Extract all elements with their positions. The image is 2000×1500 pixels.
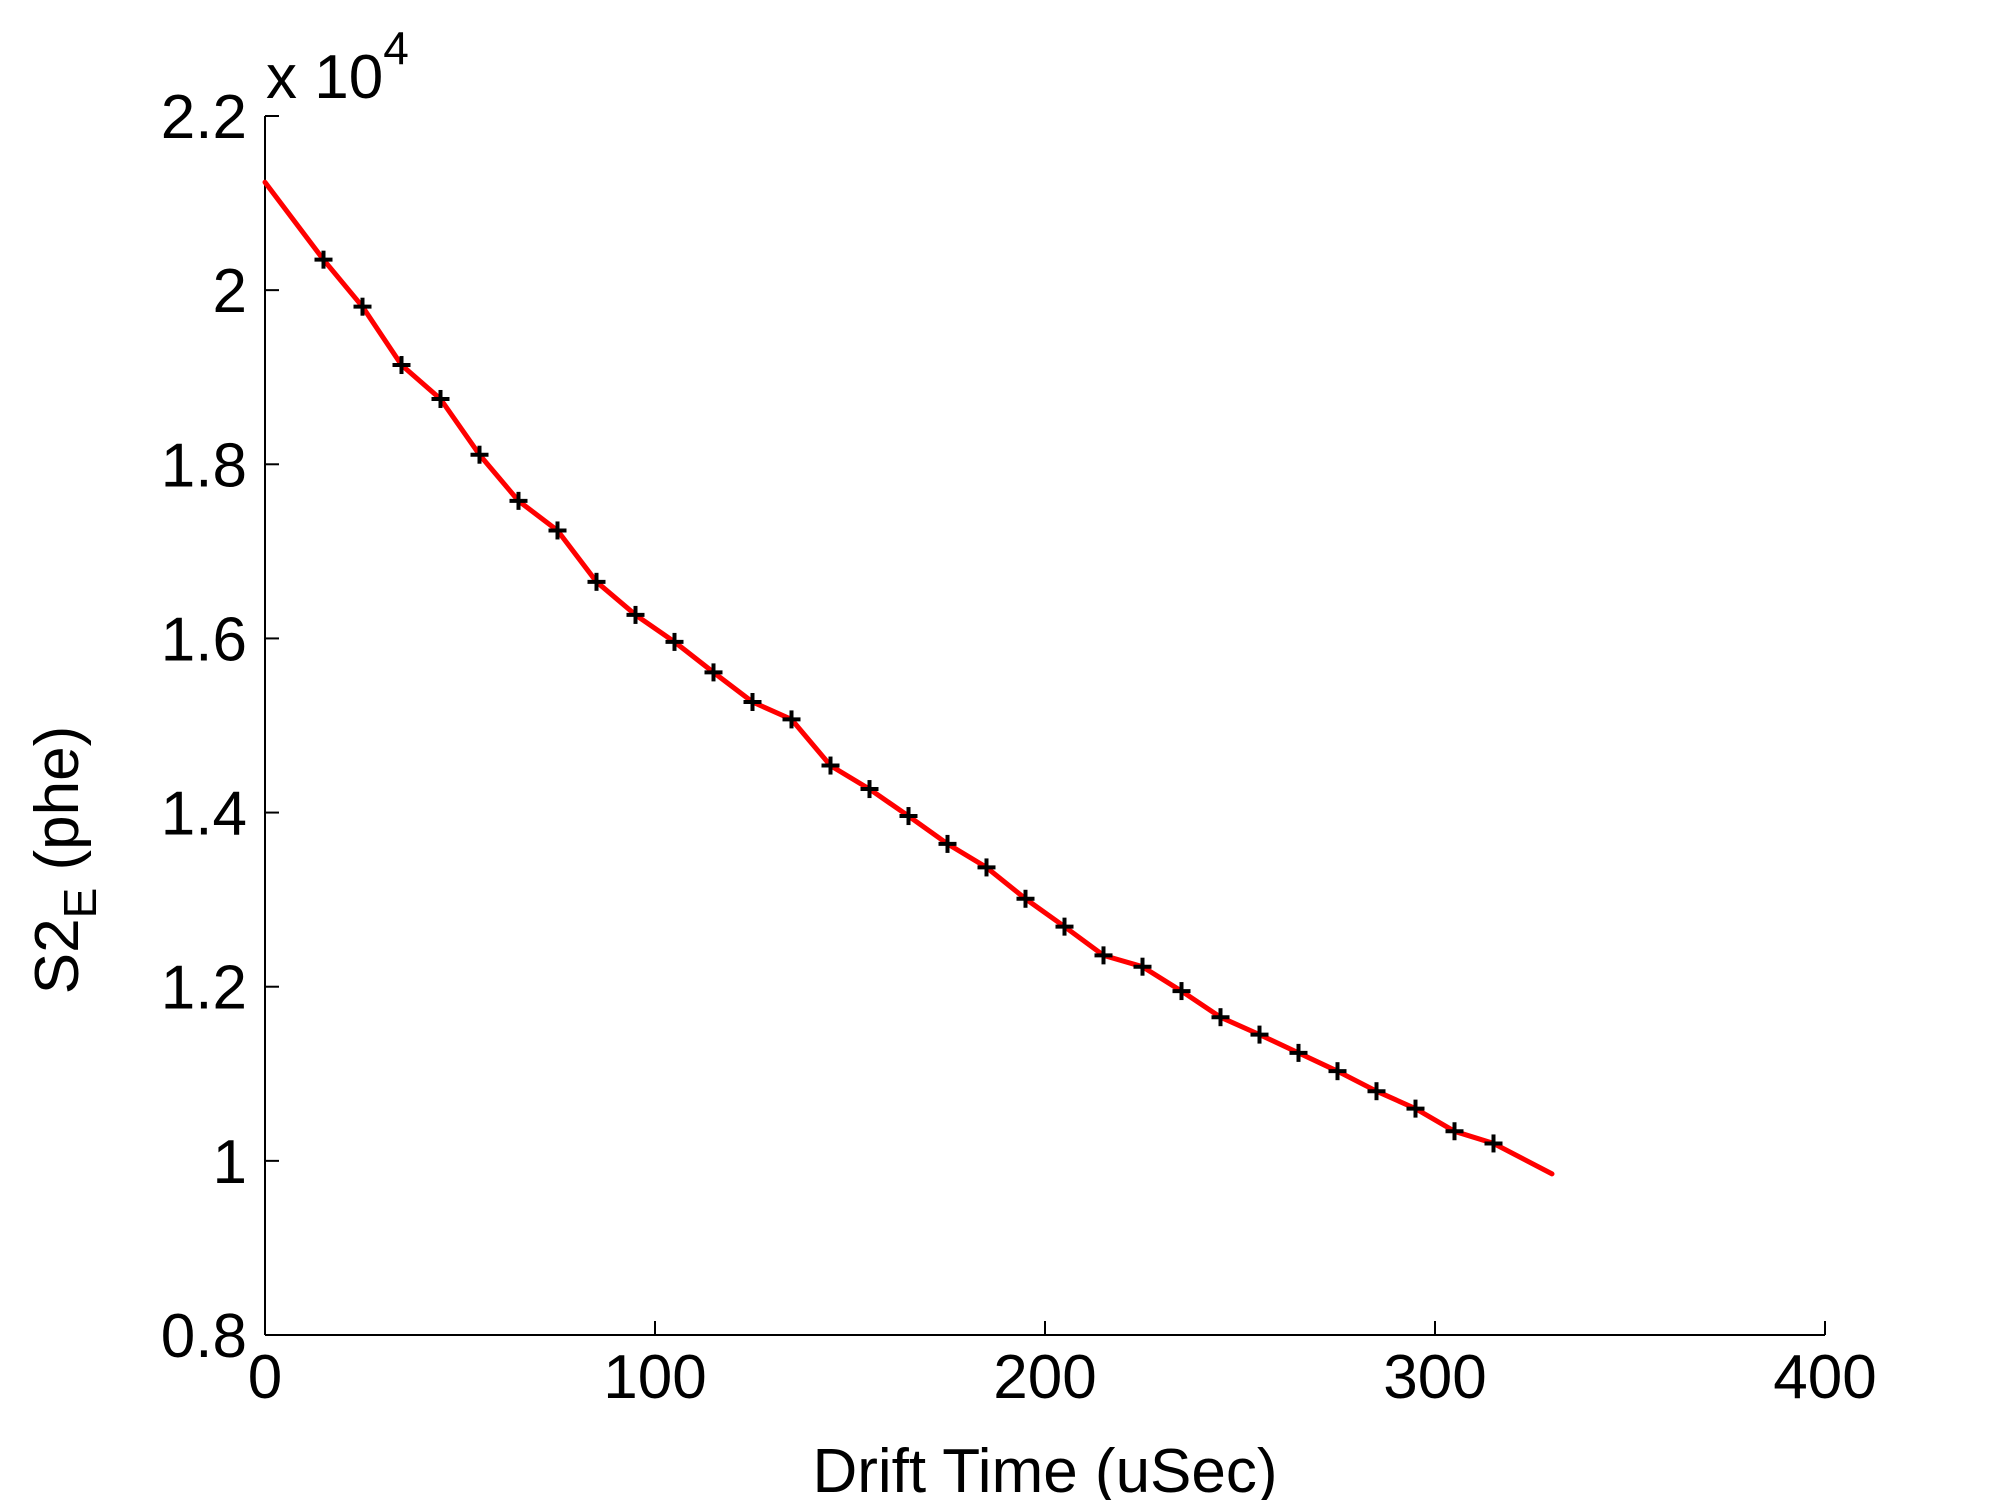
data-point-marker bbox=[821, 756, 840, 775]
x-tick-label: 300 bbox=[1383, 1343, 1486, 1412]
y-tick-label: 2.2 bbox=[161, 83, 247, 152]
data-point-marker bbox=[1055, 917, 1074, 936]
data-point-marker bbox=[353, 297, 372, 316]
data-point-marker bbox=[782, 710, 801, 729]
data-point-marker bbox=[509, 491, 528, 510]
x-tick-label: 200 bbox=[993, 1343, 1096, 1412]
y-tick-label: 1.8 bbox=[161, 431, 247, 500]
data-point-marker bbox=[938, 834, 957, 853]
y-tick-label: 1.2 bbox=[161, 954, 247, 1023]
data-point-marker bbox=[1172, 982, 1191, 1001]
y-axis-label-subscript: E bbox=[54, 888, 106, 919]
data-point-marker bbox=[1289, 1043, 1308, 1062]
data-point-marker bbox=[1016, 889, 1035, 908]
y-axis-label-unit: (phe) bbox=[23, 726, 92, 888]
y-axis-label: S2E (phe) bbox=[23, 726, 106, 995]
data-point-marker bbox=[314, 250, 333, 269]
x-tick-label: 100 bbox=[603, 1343, 706, 1412]
x-tick-label: 0 bbox=[248, 1343, 282, 1412]
data-point-marker bbox=[704, 663, 723, 682]
data-point-marker bbox=[1445, 1122, 1464, 1141]
data-point-marker bbox=[392, 356, 411, 375]
y-axis-label-main: S2 bbox=[23, 918, 92, 994]
y-tick-label: 0.8 bbox=[161, 1302, 247, 1371]
x-axis-label: Drift Time (uSec) bbox=[812, 1437, 1277, 1500]
data-point-marker bbox=[1484, 1134, 1503, 1153]
data-point-marker bbox=[899, 807, 918, 826]
data-point-marker bbox=[587, 572, 606, 591]
data-point-marker bbox=[548, 521, 567, 540]
data-point-marker bbox=[860, 780, 879, 799]
data-point-marker bbox=[470, 445, 489, 464]
data-point-marker bbox=[1406, 1099, 1425, 1118]
data-point-marker bbox=[977, 858, 996, 877]
data-point-marker bbox=[1250, 1025, 1269, 1044]
data-point-marker bbox=[665, 632, 684, 651]
plot-marks bbox=[262, 179, 1555, 1177]
multiplier-exponent: 4 bbox=[383, 22, 409, 74]
x-tick-label: 400 bbox=[1773, 1343, 1876, 1412]
y-tick-label: 1.6 bbox=[161, 605, 247, 674]
multiplier-base: x 10 bbox=[266, 43, 383, 112]
data-point-marker bbox=[431, 389, 450, 408]
y-tick-label: 2 bbox=[213, 257, 247, 326]
axes: 0 100 200 300 400 0.8 1 1.2 1.4 1.6 1.8 2 2.2 bbox=[161, 83, 1877, 1412]
data-point-marker bbox=[626, 605, 645, 624]
svg-text:S2E (phe): S2E (phe) bbox=[23, 726, 106, 995]
data-point-marker bbox=[1328, 1062, 1347, 1081]
data-point-marker bbox=[1367, 1082, 1386, 1101]
y-tick-label: 1.4 bbox=[161, 780, 247, 849]
y-tick-label: 1 bbox=[213, 1128, 247, 1197]
data-point-marker bbox=[1094, 946, 1113, 965]
y-axis-multiplier: x 104 bbox=[266, 22, 409, 112]
data-point-marker bbox=[743, 692, 762, 711]
data-point-marker bbox=[1211, 1008, 1230, 1027]
data-point-marker bbox=[1133, 957, 1152, 976]
